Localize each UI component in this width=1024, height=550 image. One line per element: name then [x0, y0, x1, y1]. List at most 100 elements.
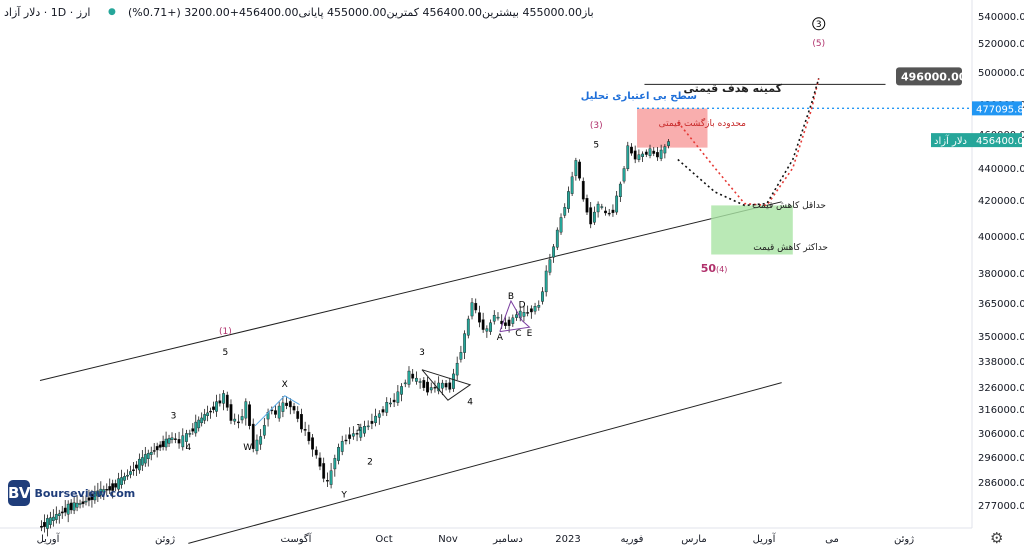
- candle-body: [99, 488, 103, 496]
- candle-body: [626, 145, 630, 169]
- header-values: باز455000.00 بیشترین456400.00 کمترین4550…: [128, 6, 594, 19]
- wxy-triangle: [254, 395, 300, 427]
- wave-label: (1): [219, 327, 232, 337]
- candle-body: [181, 435, 185, 448]
- candle-body: [318, 457, 322, 467]
- candle-body: [108, 486, 112, 491]
- x-tick-label: آگوست: [281, 532, 313, 545]
- candle-body: [222, 393, 225, 404]
- candle-body: [170, 437, 174, 440]
- candle-body: [507, 319, 511, 326]
- candle-body: [277, 405, 281, 419]
- candle-body: [212, 406, 215, 410]
- abcde-triangle: [499, 299, 531, 333]
- candle-body: [414, 377, 418, 382]
- candle-body: [105, 489, 109, 491]
- candle-body: [400, 386, 403, 395]
- candle-body: [158, 444, 162, 448]
- candle-body: [48, 517, 52, 525]
- candle-body: [529, 308, 533, 313]
- candle-body: [351, 433, 355, 437]
- x-tick-label: 2023: [555, 534, 580, 545]
- candle-body: [622, 168, 626, 182]
- candle-body: [544, 270, 548, 293]
- candle-body: [203, 414, 207, 421]
- candle-body: [43, 522, 46, 527]
- candle-body: [63, 507, 67, 513]
- candle-body: [366, 425, 370, 428]
- y-tick-label: 365000.00: [978, 299, 1024, 310]
- y-tick-label: 420000.00: [978, 196, 1024, 207]
- candle-body: [656, 152, 659, 158]
- x-tick-label: Nov: [438, 534, 458, 545]
- candle-body: [146, 453, 150, 459]
- candle-body: [229, 404, 233, 421]
- candle-body: [251, 423, 255, 449]
- x-tick-label: آوریل: [37, 532, 61, 545]
- candle-body: [78, 503, 82, 505]
- candle-body: [329, 470, 333, 485]
- wave-label: 1: [356, 424, 362, 434]
- price-tag: [972, 133, 1022, 148]
- candle-body: [197, 419, 201, 429]
- candle-body: [511, 317, 515, 324]
- candle-body: [126, 474, 129, 477]
- candle-body: [46, 518, 49, 529]
- candle-body: [515, 314, 518, 318]
- candle-body: [300, 414, 303, 430]
- candle-body: [40, 525, 43, 528]
- wave-label: 4: [185, 443, 191, 453]
- candle-body: [604, 210, 607, 214]
- candle-body: [596, 203, 600, 213]
- candle-body: [418, 381, 422, 383]
- wave-label: 3: [816, 20, 822, 30]
- candle-body: [615, 195, 619, 213]
- candle-body: [429, 387, 433, 391]
- wave4-triangle: [421, 369, 472, 401]
- candle-body: [422, 380, 426, 388]
- candle-body: [288, 401, 292, 408]
- candle-body: [466, 318, 470, 336]
- candle-body: [96, 490, 100, 497]
- wave-label: 5: [223, 348, 229, 358]
- candle-body: [314, 449, 318, 456]
- candle-body: [548, 259, 552, 273]
- wave-label: B: [508, 292, 514, 302]
- symbol-title[interactable]: ارز · 1D · دلار آزاد: [4, 6, 91, 19]
- x-tick-label: ژوئن: [894, 534, 914, 545]
- candle-body: [191, 428, 195, 432]
- y-tick-label: 440000.00: [978, 164, 1024, 175]
- y-tick-label: 296000.00: [978, 453, 1024, 464]
- wave-label: 3: [419, 348, 425, 358]
- min-drop-label: حداقل کاهش قیمت: [752, 201, 826, 211]
- candle-body: [292, 405, 296, 411]
- candle-body: [663, 146, 667, 154]
- candle-body: [90, 493, 94, 500]
- bourseview-logo-icon: BV: [8, 480, 31, 506]
- candle-body: [66, 503, 70, 515]
- candle-body: [225, 394, 229, 408]
- x-tick-label: می: [825, 534, 839, 545]
- channel-upper-line: [39, 201, 782, 381]
- brand-logo: BV Bourseview.com: [8, 479, 135, 507]
- x-tick-label: Oct: [375, 534, 392, 545]
- candle-body: [607, 212, 611, 215]
- candle-body: [374, 415, 378, 423]
- candle-body: [444, 383, 448, 388]
- candle-body: [325, 480, 329, 482]
- candle-body: [344, 439, 348, 442]
- y-tick-label: 380000.00: [978, 269, 1024, 280]
- candle-body: [188, 433, 192, 435]
- wave-label: X: [282, 380, 288, 390]
- candle-body: [448, 382, 452, 390]
- gear-icon[interactable]: ⚙: [990, 529, 1004, 547]
- candle-body: [492, 314, 496, 322]
- wave-label: 4: [467, 398, 473, 408]
- candle-body: [296, 411, 300, 419]
- wave-label: (5): [812, 39, 825, 49]
- candle-body: [311, 437, 314, 450]
- candle-body: [644, 151, 648, 155]
- candle-body: [581, 180, 585, 200]
- wave-label: E: [527, 329, 533, 339]
